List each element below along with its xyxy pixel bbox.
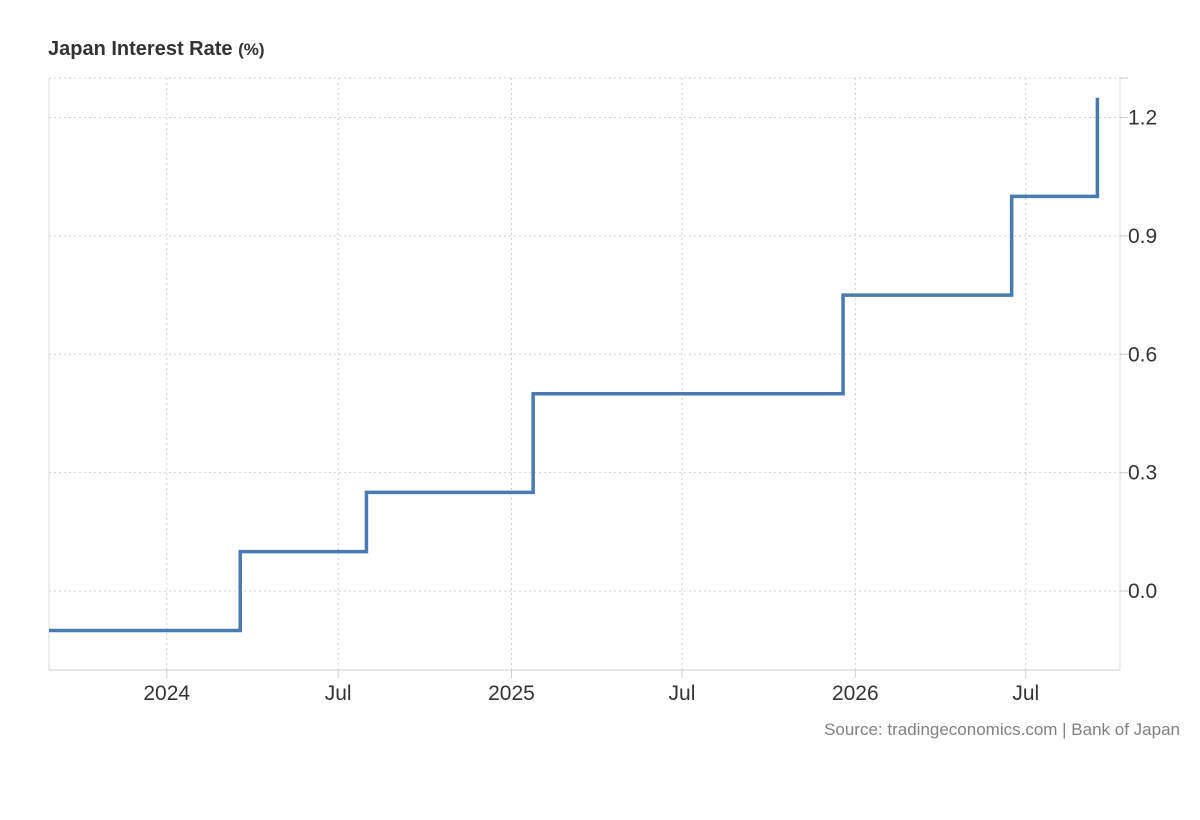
chart-unit: (%) <box>238 40 265 59</box>
x-tick-label: Jul <box>325 682 352 705</box>
chart-title: Japan Interest Rate (%) <box>48 38 265 61</box>
y-tick-label: 0.0 <box>1128 580 1157 603</box>
series-layer <box>49 97 1100 633</box>
x-tick-label: 2025 <box>488 682 535 705</box>
y-tick-label: 1.2 <box>1128 106 1157 129</box>
y-tick-label: 0.9 <box>1128 225 1157 248</box>
x-tick-label: 2024 <box>143 682 190 705</box>
axes <box>48 77 1128 678</box>
x-tick-label: Jul <box>669 682 696 705</box>
grid <box>49 77 1120 670</box>
y-tick-label: 0.6 <box>1128 343 1157 366</box>
x-tick-label: 2026 <box>832 682 879 705</box>
source-attribution: Source: tradingeconomics.com | Bank of J… <box>824 720 1180 739</box>
chart-title-text: Japan Interest Rate <box>48 38 233 60</box>
x-axis-labels: 2024 Jul 2025 Jul 2026 Jul <box>143 682 1039 705</box>
interest-rate-line <box>49 97 1100 633</box>
x-tick-label: Jul <box>1012 682 1039 705</box>
y-tick-label: 0.3 <box>1128 462 1157 485</box>
y-axis-labels: 0.0 0.3 0.6 0.9 1.2 <box>1128 106 1157 603</box>
